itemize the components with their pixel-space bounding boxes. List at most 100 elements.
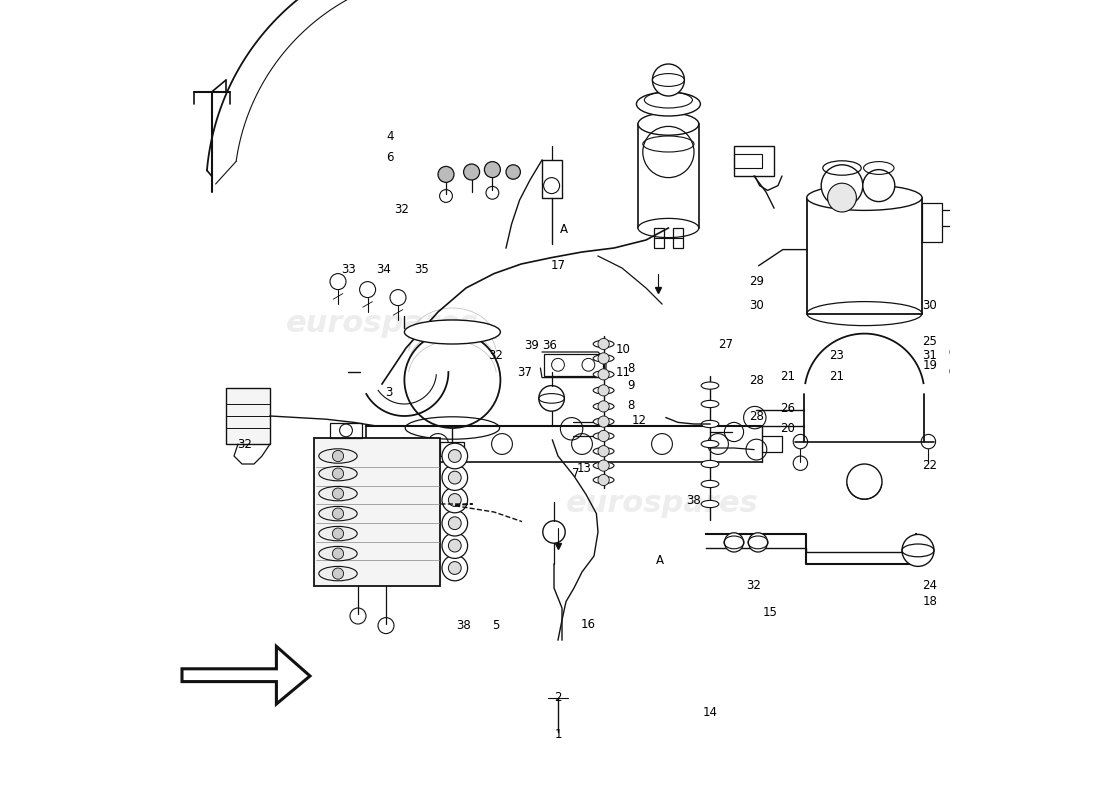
Text: 13: 13 bbox=[578, 462, 592, 474]
Ellipse shape bbox=[593, 402, 614, 410]
Ellipse shape bbox=[701, 460, 718, 467]
Text: 11: 11 bbox=[615, 366, 630, 378]
Text: 22: 22 bbox=[923, 459, 937, 472]
Circle shape bbox=[332, 508, 343, 519]
Ellipse shape bbox=[701, 400, 718, 408]
Circle shape bbox=[539, 386, 564, 411]
Ellipse shape bbox=[319, 526, 358, 541]
Bar bbox=[734, 146, 774, 176]
Ellipse shape bbox=[319, 566, 358, 581]
Circle shape bbox=[438, 166, 454, 182]
Text: 15: 15 bbox=[762, 606, 778, 618]
Circle shape bbox=[598, 369, 609, 380]
Bar bbox=[330, 423, 362, 438]
Text: 3: 3 bbox=[385, 386, 392, 398]
Ellipse shape bbox=[405, 320, 500, 344]
Circle shape bbox=[598, 401, 609, 412]
Text: 39: 39 bbox=[525, 339, 539, 352]
Text: 12: 12 bbox=[631, 414, 647, 426]
Ellipse shape bbox=[701, 480, 718, 488]
Circle shape bbox=[598, 416, 609, 427]
Circle shape bbox=[449, 539, 461, 552]
Ellipse shape bbox=[638, 113, 698, 135]
Circle shape bbox=[598, 446, 609, 457]
Ellipse shape bbox=[593, 354, 614, 362]
Bar bbox=[673, 228, 683, 248]
Text: 20: 20 bbox=[780, 422, 795, 434]
Text: 8: 8 bbox=[627, 399, 635, 412]
Text: 24: 24 bbox=[923, 579, 937, 592]
Circle shape bbox=[463, 164, 480, 180]
Circle shape bbox=[827, 183, 857, 212]
Circle shape bbox=[598, 474, 609, 486]
Circle shape bbox=[332, 450, 343, 462]
Ellipse shape bbox=[593, 386, 614, 394]
Circle shape bbox=[822, 165, 862, 206]
Text: 32: 32 bbox=[488, 350, 503, 362]
Circle shape bbox=[449, 450, 461, 462]
Circle shape bbox=[902, 534, 934, 566]
Bar bbox=[542, 160, 562, 198]
Bar bbox=[226, 388, 270, 444]
Circle shape bbox=[484, 162, 500, 178]
Circle shape bbox=[506, 165, 520, 179]
Text: 5: 5 bbox=[492, 619, 499, 632]
Text: 32: 32 bbox=[395, 203, 409, 216]
Circle shape bbox=[847, 464, 882, 499]
Polygon shape bbox=[182, 646, 310, 704]
Circle shape bbox=[598, 353, 609, 364]
Circle shape bbox=[442, 510, 468, 536]
Bar bbox=[654, 228, 663, 248]
Circle shape bbox=[332, 548, 343, 559]
Bar bbox=[543, 354, 603, 376]
Circle shape bbox=[442, 555, 468, 581]
Text: 9: 9 bbox=[627, 379, 635, 392]
Text: 17: 17 bbox=[550, 259, 565, 272]
Ellipse shape bbox=[593, 418, 614, 426]
Text: 28: 28 bbox=[749, 410, 763, 422]
Text: 26: 26 bbox=[780, 402, 795, 414]
Circle shape bbox=[332, 568, 343, 579]
Ellipse shape bbox=[701, 440, 718, 448]
Text: 37: 37 bbox=[517, 366, 531, 378]
Circle shape bbox=[449, 517, 461, 530]
Text: eurospares: eurospares bbox=[565, 490, 758, 518]
Ellipse shape bbox=[593, 476, 614, 483]
Text: A: A bbox=[657, 554, 664, 566]
Ellipse shape bbox=[593, 341, 614, 348]
Circle shape bbox=[332, 528, 343, 539]
Text: A: A bbox=[560, 223, 569, 236]
Circle shape bbox=[442, 465, 468, 490]
Text: 30: 30 bbox=[749, 299, 763, 312]
Text: 28: 28 bbox=[749, 374, 763, 386]
Circle shape bbox=[332, 468, 343, 479]
Circle shape bbox=[449, 494, 461, 506]
Text: 31: 31 bbox=[923, 350, 937, 362]
Ellipse shape bbox=[701, 421, 718, 427]
Ellipse shape bbox=[806, 185, 922, 210]
Text: 7: 7 bbox=[572, 467, 580, 480]
Text: 25: 25 bbox=[923, 335, 937, 348]
Bar bbox=[806, 198, 922, 314]
Bar bbox=[440, 442, 464, 456]
Circle shape bbox=[598, 430, 609, 442]
Bar bbox=[734, 154, 762, 168]
Ellipse shape bbox=[701, 501, 718, 508]
Text: 18: 18 bbox=[923, 595, 937, 608]
Ellipse shape bbox=[593, 447, 614, 454]
Circle shape bbox=[652, 64, 684, 96]
Text: 16: 16 bbox=[581, 618, 596, 630]
Ellipse shape bbox=[637, 92, 701, 116]
Text: 29: 29 bbox=[749, 275, 763, 288]
Text: 10: 10 bbox=[615, 343, 630, 356]
Circle shape bbox=[862, 170, 894, 202]
Ellipse shape bbox=[638, 218, 698, 238]
Ellipse shape bbox=[319, 449, 358, 463]
Ellipse shape bbox=[701, 382, 718, 390]
Circle shape bbox=[748, 533, 768, 552]
Ellipse shape bbox=[593, 370, 614, 378]
Ellipse shape bbox=[593, 432, 614, 440]
Text: 35: 35 bbox=[415, 263, 429, 276]
Text: 14: 14 bbox=[703, 706, 717, 718]
Text: 19: 19 bbox=[923, 359, 937, 372]
